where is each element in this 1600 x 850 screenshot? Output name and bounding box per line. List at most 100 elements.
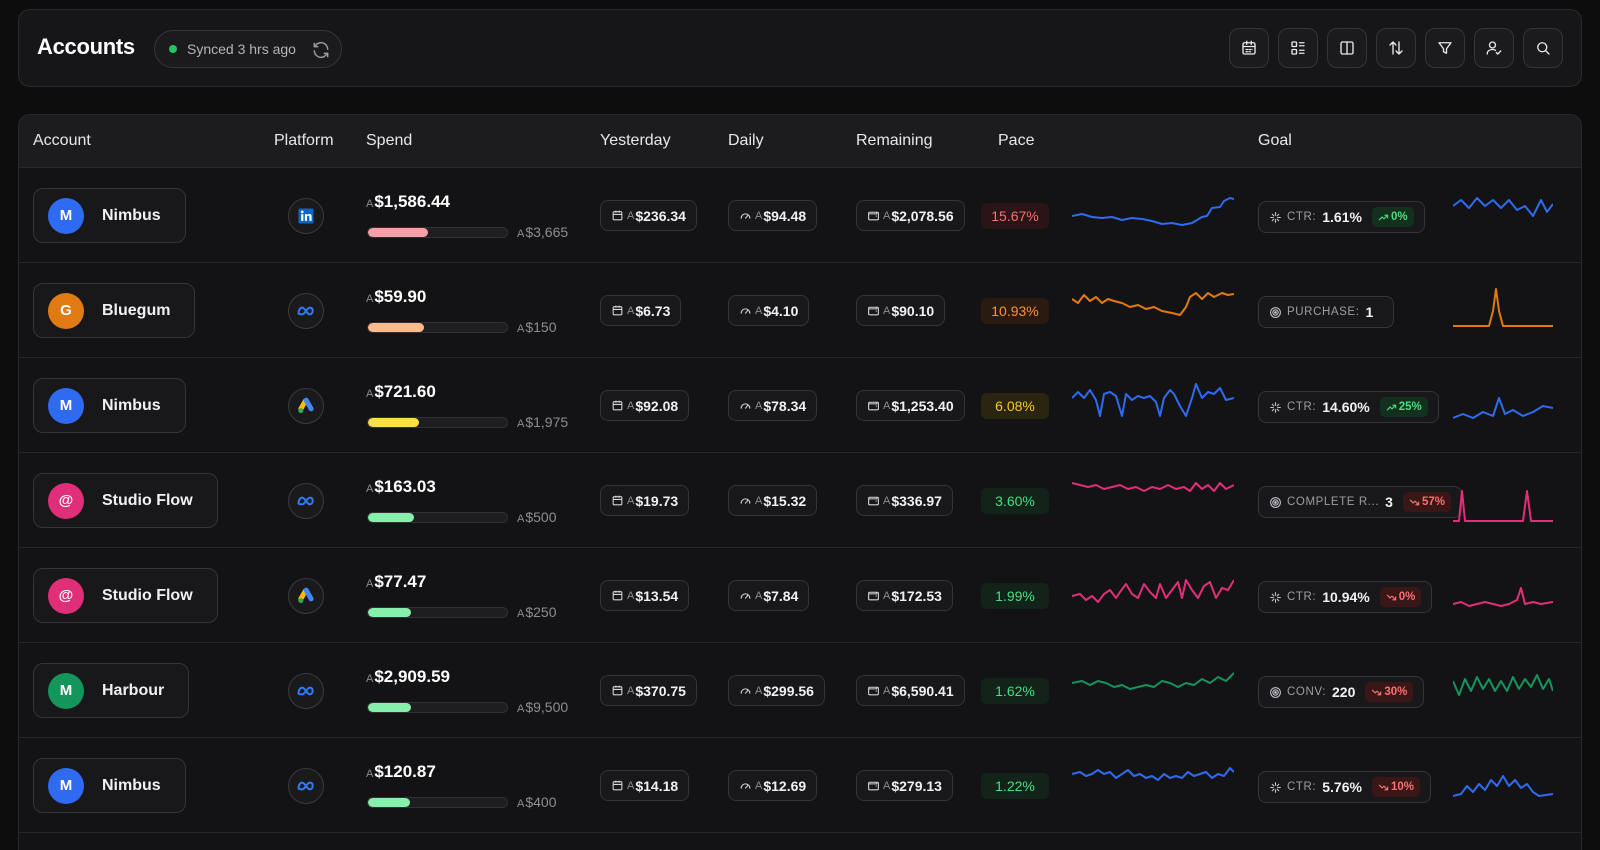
user-settings-icon [1486,41,1502,55]
list-details-button[interactable] [1278,28,1318,68]
platform-badge [288,673,324,709]
amount: $78.34 [763,397,807,414]
column-header-pace[interactable]: Pace [998,132,1035,149]
currency-prefix: A [883,304,891,317]
amount: $90.10 [891,302,935,319]
goal-badge[interactable]: PURCHASE: 1 [1258,296,1395,328]
sparkle-icon [1270,591,1281,603]
column-header-goal[interactable]: Goal [1258,132,1292,149]
daily-spend: A $78.34 [728,390,818,421]
goal-sparkline [1453,397,1553,419]
column-header-yesterday[interactable]: Yesterday [600,132,671,149]
calendar-icon [1242,40,1256,55]
refresh-icon[interactable] [311,40,331,60]
filter-button[interactable] [1425,28,1465,68]
amount: $1,253.40 [891,397,954,414]
avatar: @ [48,482,84,519]
amount: $1,975 [525,414,569,430]
spend-amount: A$59.90 [366,287,426,307]
table-row[interactable]: M Nimbus A$721.60 A$1,975 A $92.08 A $78.34 A $1,… [19,358,1581,453]
goal-badge[interactable]: CONV: 220 30% [1258,676,1425,708]
account-chip[interactable]: M Nimbus [33,188,186,243]
table-row[interactable]: @ Studio Flow A$163.03 A$500 A $19.73 A $15.32 A… [19,453,1581,548]
goal-label: CTR: [1287,401,1317,413]
table-row[interactable]: M Nimbus A$1,586.44 A$3,665 A $236.34 A $94.48 A… [19,168,1581,263]
currency-prefix: A [517,513,525,525]
avatar: M [48,767,84,804]
daily-spend: A $299.56 [728,675,825,706]
goal-badge[interactable]: CTR: 14.60% 25% [1258,391,1439,423]
target-icon [1270,686,1281,698]
account-chip[interactable]: M Harbour [33,663,190,718]
goal-badge[interactable]: CTR: 5.76% 10% [1258,771,1431,803]
currency-prefix: A [517,798,525,810]
calendar-icon [612,780,623,791]
avatar: M [48,197,84,234]
calendar-button[interactable] [1229,28,1269,68]
goal-value: 220 [1332,684,1356,700]
account-chip[interactable]: @ Studio Flow [33,568,218,623]
avatar: G [48,292,84,329]
column-header-platform[interactable]: Platform [274,132,334,149]
table-row[interactable]: M Harbour A$2,909.59 A$9,500 A $370.75 A $299.5… [19,643,1581,738]
page-header: Accounts Synced 3 hrs ago [18,9,1582,87]
budget-amount: A$1,975 [517,414,568,430]
gauge-icon [740,308,751,314]
pace-value: 3.60% [981,488,1049,514]
sync-status[interactable]: Synced 3 hrs ago [154,30,342,68]
trend-value: 57% [1421,496,1445,508]
column-header-spend[interactable]: Spend [366,132,413,149]
column-header-account[interactable]: Account [33,132,91,149]
gauge-icon [740,593,751,599]
sort-icon [1389,41,1403,55]
amount: $92.08 [635,397,679,414]
goal-badge[interactable]: CTR: 10.94% 0% [1258,581,1433,613]
goal-trend: 0% [1379,587,1422,607]
yesterday-spend: A $19.73 [600,485,690,516]
goal-trend: 30% [1365,682,1414,702]
avatar: M [48,672,84,709]
google-ads-icon [298,587,314,604]
spend-progress-bar [367,417,508,428]
column-header-remaining[interactable]: Remaining [856,132,933,149]
budget-amount: A$400 [517,794,557,810]
account-chip[interactable]: G Bluegum [33,283,196,338]
yesterday-spend: A $92.08 [600,390,690,421]
goal-badge[interactable]: CTR: 1.61% 0% [1258,201,1425,233]
remaining-budget: A $172.53 [856,580,953,611]
remaining-budget: A $6,590.41 [856,675,965,706]
trend-up-icon [1378,214,1389,220]
pace-sparkline [1072,482,1234,492]
currency-prefix: A [517,323,525,335]
pace-value: 15.67% [981,203,1049,229]
calendar-icon [612,305,623,316]
table-row[interactable]: G Bluegum A$59.90 A$150 A $6.73 A $4.10 A $90.10 1… [19,263,1581,358]
trend-down-icon [1378,784,1389,790]
sort-button[interactable] [1376,28,1416,68]
column-header-daily[interactable]: Daily [728,132,764,149]
account-chip[interactable]: M Nimbus [33,758,186,813]
budget-amount: A$250 [517,604,557,620]
daily-spend: A $7.84 [728,580,810,611]
table-row[interactable]: @ Studio Flow A$77.47 A$250 A $13.54 A $7.84 A $1… [19,548,1581,643]
goal-value: 1 [1365,304,1374,320]
goal-badge[interactable]: COMPLETE R... 3 57% [1258,486,1462,518]
user-settings-button[interactable] [1474,28,1514,68]
accounts-table: Account Platform Spend Yesterday Daily R… [18,114,1582,850]
pace-value: 1.99% [981,583,1049,609]
amount: $236.34 [635,207,686,224]
table-row[interactable]: M Nimbus A$120.87 A$400 A $14.18 A $12.69 A $279.… [19,738,1581,833]
pace-sparkline [1072,672,1234,690]
yesterday-spend: A $370.75 [600,675,697,706]
daily-spend: A $4.10 [728,295,810,326]
amount: $299.56 [763,682,814,699]
budget-amount: A$9,500 [517,699,568,715]
account-chip[interactable]: @ Studio Flow [33,473,218,528]
account-chip[interactable]: M Nimbus [33,378,186,433]
columns-button[interactable] [1327,28,1367,68]
goal-value: 3 [1385,494,1393,510]
search-button[interactable] [1523,28,1563,68]
account-name: Nimbus [102,776,161,794]
currency-prefix: A [883,779,891,792]
currency-prefix: A [627,494,635,507]
